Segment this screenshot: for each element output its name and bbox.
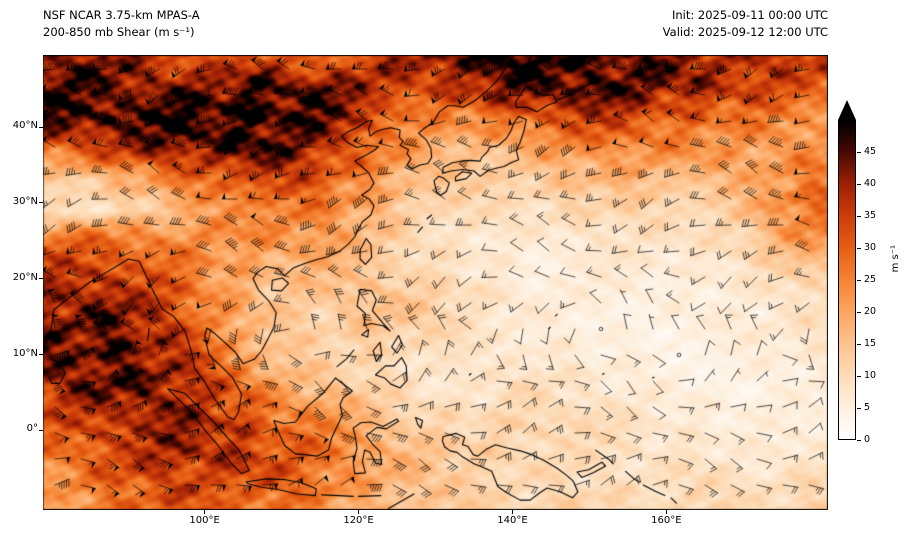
colorbar-tick-mark xyxy=(857,183,861,185)
colorbar-unit-label: m s⁻¹ xyxy=(890,245,901,273)
colorbar-tick-label: 0 xyxy=(864,433,871,445)
colorbar-tick-label: 20 xyxy=(864,305,877,317)
colorbar-tick-mark xyxy=(857,343,861,345)
map-plot-area xyxy=(43,55,828,510)
shear-heatmap-canvas xyxy=(43,55,828,510)
lat-tick-label: 0° xyxy=(26,423,38,435)
lat-tick-mark xyxy=(39,354,43,356)
lat-tick-label: 30°N xyxy=(12,195,38,207)
init-time-label: Init: 2025-09-11 00:00 UTC xyxy=(672,8,828,22)
colorbar-ticks: 0 5 10 15 20 25 30 35 40 45 xyxy=(838,100,904,465)
lon-tick-label: 100°E xyxy=(189,515,220,526)
colorbar-gradient xyxy=(838,120,856,440)
colorbar-tick-mark xyxy=(857,375,861,377)
colorbar-tick-label: 30 xyxy=(864,241,877,253)
colorbar-tick-label: 45 xyxy=(864,145,877,157)
colorbar-tick-label: 40 xyxy=(864,177,877,189)
colorbar: 0 5 10 15 20 25 30 35 40 45 m s⁻¹ xyxy=(838,100,904,465)
lon-tick-label: 120°E xyxy=(343,515,374,526)
colorbar-tick-label: 5 xyxy=(864,401,871,413)
field-title: 200-850 mb Shear (m s⁻¹) xyxy=(43,25,195,39)
lon-tick-mark xyxy=(358,510,360,514)
colorbar-tick-label: 10 xyxy=(864,369,877,381)
colorbar-tick-mark xyxy=(857,151,861,153)
lat-tick-mark xyxy=(39,202,43,204)
valid-time-label: Valid: 2025-09-12 12:00 UTC xyxy=(662,25,828,39)
lon-tick-mark xyxy=(204,510,206,514)
colorbar-tick-mark xyxy=(857,279,861,281)
lat-tick-label: 10°N xyxy=(12,347,38,359)
colorbar-tick-mark xyxy=(857,215,861,217)
colorbar-tick-mark xyxy=(857,439,861,441)
lon-tick-label: 140°E xyxy=(497,515,528,526)
colorbar-tick-mark xyxy=(857,311,861,313)
colorbar-tick-label: 25 xyxy=(864,273,877,285)
colorbar-tick-label: 35 xyxy=(864,209,877,221)
lat-tick-mark xyxy=(39,126,43,128)
lat-tick-mark xyxy=(39,429,43,431)
lon-tick-label: 160°E xyxy=(651,515,682,526)
colorbar-extend-arrow xyxy=(838,100,856,120)
lat-tick-label: 20°N xyxy=(12,271,38,283)
model-title: NSF NCAR 3.75-km MPAS-A xyxy=(43,8,200,22)
colorbar-tick-mark xyxy=(857,247,861,249)
lat-tick-label: 40°N xyxy=(12,120,38,132)
lat-tick-mark xyxy=(39,278,43,280)
colorbar-tick-mark xyxy=(857,407,861,409)
lon-tick-mark xyxy=(511,510,513,514)
lon-tick-mark xyxy=(665,510,667,514)
colorbar-tick-label: 15 xyxy=(864,337,877,349)
